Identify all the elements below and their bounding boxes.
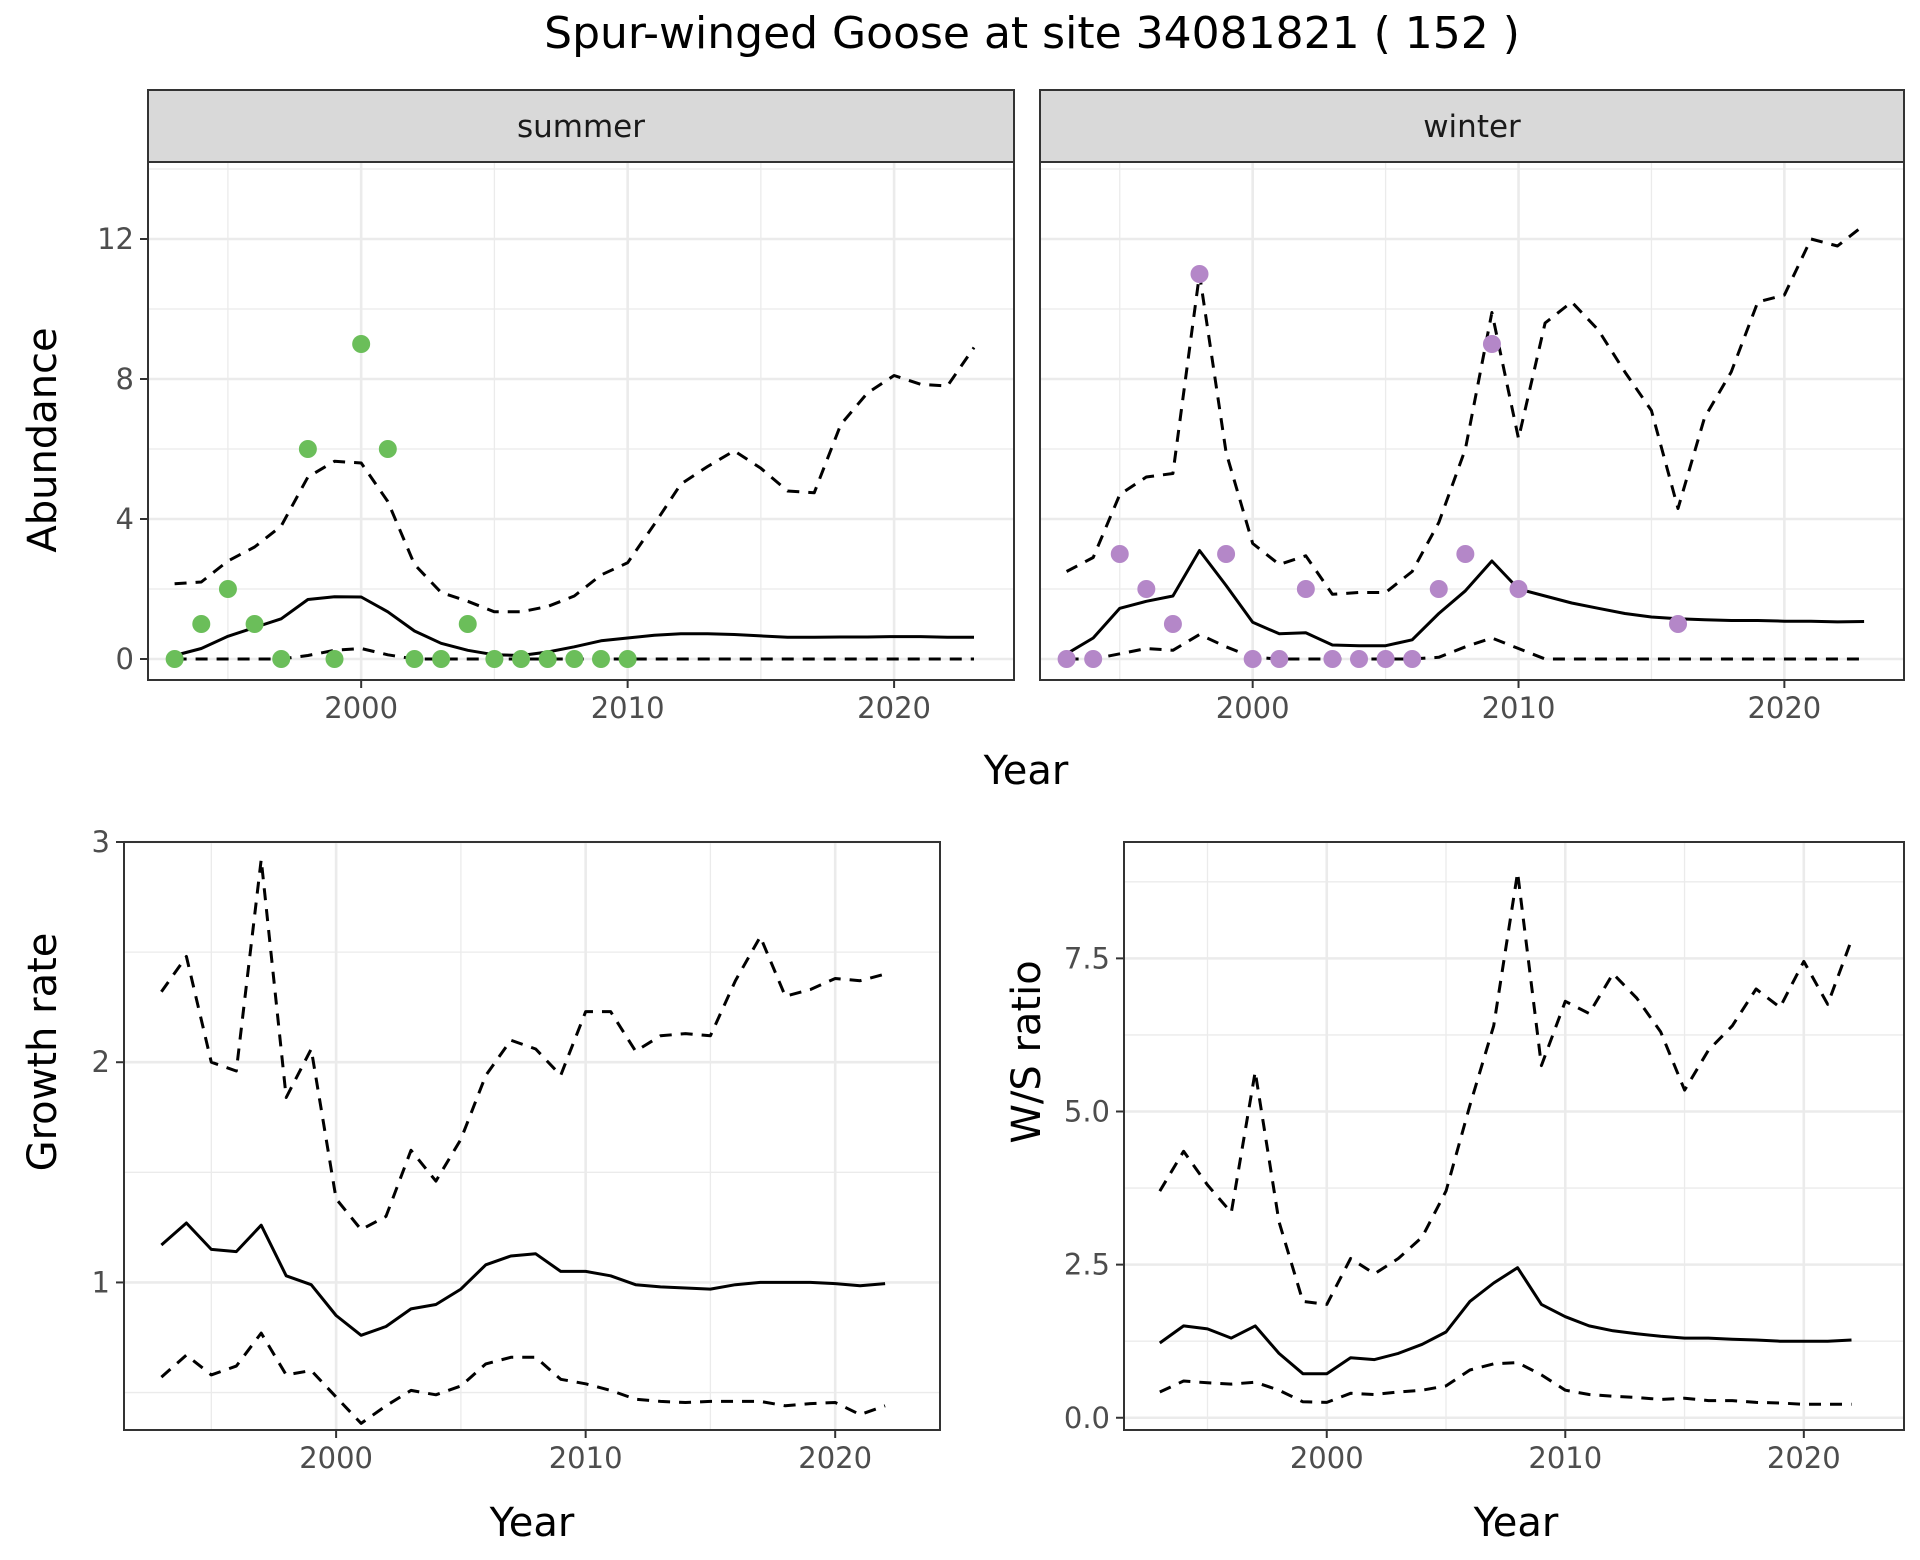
y-tick-label: 3 — [92, 825, 110, 859]
observed-point — [1217, 545, 1236, 563]
observed-point — [1669, 615, 1688, 633]
panel-ws-ratio: 2000 2010 2020 0.0 2.5 5.0 7.5 — [1064, 841, 1905, 1475]
series-lower-bound-line — [160, 1331, 886, 1425]
x-tick-label: 2020 — [1747, 691, 1821, 725]
x-tick-label: 2020 — [1767, 1441, 1841, 1475]
x-tick-label: 2020 — [857, 691, 931, 725]
observed-point — [405, 650, 424, 668]
observed-point — [1509, 580, 1528, 598]
y-tick-label: 7.5 — [1064, 941, 1110, 975]
x-tick-label: 2010 — [1482, 691, 1556, 725]
observed-point — [245, 615, 264, 633]
y-tick-label: 2 — [92, 1045, 110, 1079]
panel-summer: summer 2000 2010 2020 0 4 8 12 — [97, 89, 1015, 725]
series-mean-line — [160, 1221, 886, 1337]
panel-border — [1123, 841, 1905, 1431]
y-tick-label: 4 — [116, 502, 134, 536]
series-lower-bound-line — [1066, 633, 1865, 661]
ws-x-axis-title: Year — [1473, 1500, 1559, 1546]
series-upper-bound-line — [160, 858, 886, 1232]
series-upper-bound-line — [174, 346, 976, 614]
observed-point — [591, 650, 610, 668]
y-tick-label: 2.5 — [1064, 1248, 1110, 1282]
facet-strip — [1039, 89, 1905, 163]
y-tick-label: 8 — [116, 362, 134, 396]
observed-point — [325, 650, 344, 668]
observed-point — [485, 650, 504, 668]
facet-strip-label: winter — [1423, 109, 1521, 145]
observed-point — [458, 615, 477, 633]
x-tick-label: 2010 — [591, 691, 665, 725]
y-tick-label: 5.0 — [1064, 1095, 1110, 1129]
observed-point — [1057, 650, 1076, 668]
facet-strip — [147, 89, 1015, 163]
growth-y-axis-title: Growth rate — [20, 933, 66, 1172]
x-tick-label: 2010 — [1528, 1441, 1602, 1475]
figure-title: Spur-winged Goose at site 34081821 ( 152… — [544, 8, 1520, 59]
y-tick-label: 1 — [92, 1265, 110, 1299]
observed-point — [1482, 335, 1501, 353]
y-tick-label: 0 — [116, 642, 134, 676]
observed-point — [1243, 650, 1262, 668]
x-tick-label: 2020 — [798, 1441, 872, 1475]
x-tick-label: 2000 — [1290, 1441, 1364, 1475]
observed-point — [165, 650, 184, 668]
x-tick-label: 2010 — [549, 1441, 623, 1475]
series-upper-bound-line — [1065, 223, 1866, 596]
observed-point — [1163, 615, 1182, 633]
observed-point — [272, 650, 291, 668]
observed-point — [1429, 580, 1448, 598]
observed-point — [1296, 580, 1315, 598]
observed-point — [1323, 650, 1342, 668]
growth-x-axis-title: Year — [489, 1500, 575, 1546]
observed-point — [1137, 580, 1156, 598]
series-mean-line — [1158, 1266, 1852, 1376]
observed-point — [432, 650, 451, 668]
observed-point — [298, 440, 317, 458]
top-x-axis-title: Year — [983, 748, 1069, 794]
observed-point — [378, 440, 397, 458]
observed-point — [565, 650, 584, 668]
series-mean-line — [174, 595, 974, 657]
x-tick-label: 2000 — [299, 1441, 373, 1475]
observed-point — [538, 650, 557, 668]
panel-border — [123, 841, 941, 1431]
series-upper-bound-line — [1158, 871, 1853, 1306]
panel-growth-rate: 2000 2010 2020 1 2 3 — [92, 825, 941, 1475]
ws-y-axis-title: W/S ratio — [1004, 960, 1050, 1143]
observed-point — [192, 615, 211, 633]
observed-point — [1270, 650, 1289, 668]
panel-winter: winter 2000 2010 2020 — [1039, 89, 1905, 725]
observed-point — [1403, 650, 1422, 668]
observed-point — [352, 335, 371, 353]
observed-point — [618, 650, 637, 668]
observed-point — [1190, 265, 1209, 283]
series-mean-line — [1065, 549, 1865, 656]
top-y-axis-title: Abundance — [20, 327, 66, 552]
x-tick-label: 2000 — [1216, 691, 1290, 725]
observed-point — [512, 650, 531, 668]
observed-point — [1350, 650, 1369, 668]
observed-point — [1110, 545, 1129, 563]
observed-point — [1456, 545, 1475, 563]
y-tick-label: 12 — [97, 222, 134, 256]
facet-strip-label: summer — [517, 109, 645, 145]
observed-point — [1084, 650, 1103, 668]
series-lower-bound-line — [1159, 1361, 1852, 1406]
observed-point — [218, 580, 237, 598]
x-tick-label: 2000 — [324, 691, 398, 725]
observed-point — [1376, 650, 1395, 668]
y-tick-label: 0.0 — [1064, 1401, 1110, 1435]
